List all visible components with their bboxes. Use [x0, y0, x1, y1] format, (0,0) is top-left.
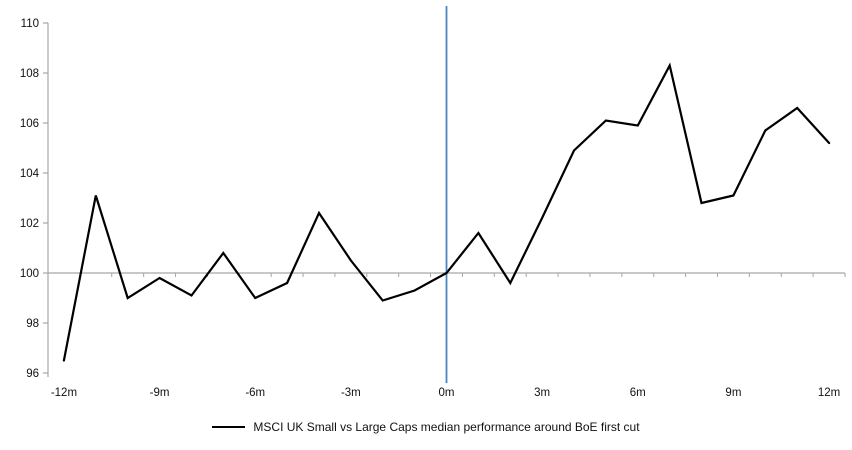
x-tick-label: -6m [245, 387, 265, 399]
line-chart: 96 98 100 102 104 106 108 110 -12m -9m -6m -3m 0m 3m 6… [20, 6, 846, 399]
y-tick-label: 110 [21, 18, 39, 30]
x-tick-label: 12m [818, 387, 840, 399]
x-tick-label: 3m [534, 387, 550, 399]
x-tick-label: 0m [439, 387, 455, 399]
y-tick-label: 102 [20, 218, 39, 230]
x-tick-label: -3m [341, 387, 361, 399]
x-tick-label: -9m [150, 387, 170, 399]
y-tick-label: 96 [26, 368, 39, 380]
x-tick-label: 9m [725, 387, 741, 399]
x-tick-label: -12m [51, 387, 77, 399]
x-tick-label: 6m [630, 387, 646, 399]
chart-legend: MSCI UK Small vs Large Caps median perfo… [0, 412, 852, 442]
data-line [62, 62, 831, 362]
y-tick-label: 108 [20, 68, 39, 80]
legend-line-swatch [212, 426, 246, 428]
y-tick-label: 106 [20, 118, 39, 130]
legend-label: MSCI UK Small vs Large Caps median perfo… [253, 420, 640, 434]
y-tick-label: 98 [26, 318, 39, 330]
y-tick-label: 104 [20, 168, 40, 180]
y-tick-label: 100 [20, 268, 39, 280]
